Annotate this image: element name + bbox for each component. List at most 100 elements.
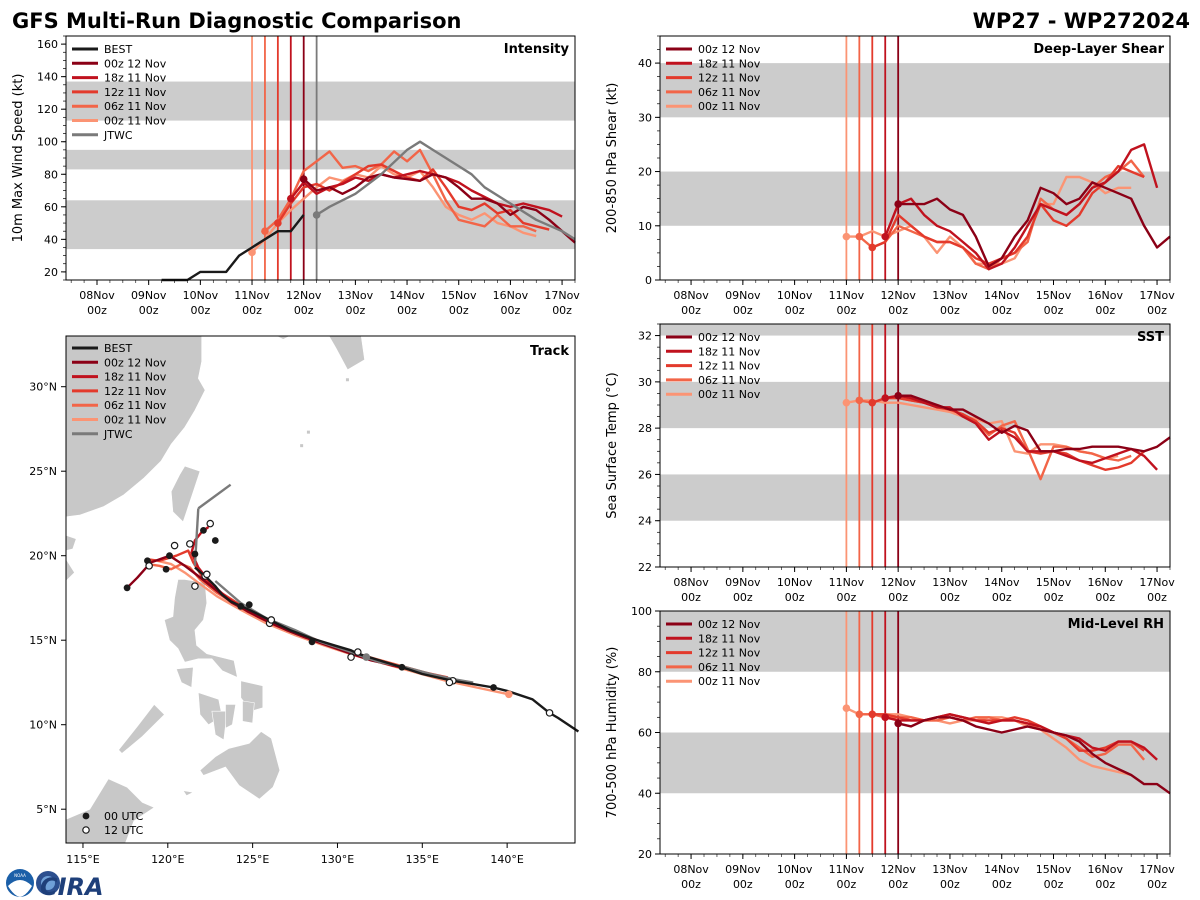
init-marker [312, 211, 321, 219]
x-tick-label: 10Nov [777, 576, 813, 589]
x-tick-label: 00z [1044, 304, 1064, 317]
legend-label: 18z 11 Nov [698, 345, 761, 358]
cebu-island [225, 704, 237, 729]
x-tick-label: 00z [1147, 878, 1167, 891]
init-marker [842, 398, 851, 407]
marker-12utc [445, 678, 454, 687]
x-tick-label: 00z [1095, 304, 1115, 317]
x-tick-label: 135°E [406, 853, 439, 866]
x-tick-label: 00z [785, 304, 805, 317]
x-tick-label: 00z [785, 878, 805, 891]
x-tick-label: 00z [1095, 591, 1115, 604]
x-tick-label: 16Nov [493, 289, 529, 302]
series-line [884, 394, 1158, 471]
legend-label: 00z 11 Nov [698, 100, 761, 113]
x-tick-label: 00z [940, 304, 960, 317]
marker-legend-label: 00 UTC [104, 810, 144, 823]
panel-title: SST [1137, 330, 1164, 345]
palawan-island [118, 703, 165, 754]
series-line [302, 173, 576, 244]
x-tick-label: 00z [139, 304, 159, 317]
threshold-band [660, 732, 1170, 794]
y-tick-label: 60 [44, 201, 58, 214]
y-tick-label: 80 [44, 168, 58, 181]
cira-logo-text: CIRA [40, 873, 104, 900]
init-marker [505, 690, 513, 699]
threshold-band [660, 611, 1170, 672]
init-marker [855, 232, 864, 241]
marker-12utc [545, 709, 554, 717]
legend-label: 06z 11 Nov [698, 86, 761, 99]
x-tick-label: 09Nov [725, 576, 761, 589]
axes-frame [659, 323, 1171, 568]
x-tick-label: 13Nov [932, 576, 968, 589]
x-tick-label: 12Nov [880, 863, 916, 876]
mindanao-island [199, 731, 281, 800]
marker-12utc [206, 519, 215, 528]
x-tick-label: 14Nov [984, 576, 1020, 589]
x-tick-label: 00z [449, 304, 469, 317]
marker-00utc [398, 663, 406, 671]
intensity-panel: 20 40 60 80 100 120 140 160 08Nov 00z 09Nov 00z 10No… [11, 35, 580, 317]
legend-label: 12z 11 Nov [698, 647, 761, 660]
y-tick-label: 60 [638, 727, 652, 740]
x-tick-label: 00z [1147, 591, 1167, 604]
init-marker [868, 243, 877, 252]
x-tick-label: 00z [501, 304, 521, 317]
legend-label: BEST [104, 43, 132, 56]
x-tick-label: 00z [681, 304, 701, 317]
y-tick-label: 30°N [29, 381, 57, 394]
x-tick-label: 120°E [151, 853, 184, 866]
init-marker [855, 710, 864, 719]
marker-legend-12utc [82, 826, 90, 834]
init-marker [286, 194, 295, 203]
threshold-band [660, 63, 1170, 118]
y-tick-label: 40 [44, 233, 58, 246]
series-line [251, 164, 537, 254]
init-marker [299, 175, 308, 183]
leyte-island [242, 700, 255, 724]
legend-label: 06z 11 Nov [698, 661, 761, 674]
y-tick-label: 20 [44, 266, 58, 279]
y-tick-label: 25°N [29, 465, 57, 478]
x-tick-label: 13Nov [932, 289, 968, 302]
legend-label: 00z 12 Nov [698, 43, 761, 56]
x-tick-label: 14Nov [984, 863, 1020, 876]
x-tick-label: 00z [992, 304, 1012, 317]
legend-label: 00z 11 Nov [104, 414, 167, 427]
x-tick-label: 09Nov [725, 863, 761, 876]
y-tick-label: 160 [37, 38, 58, 51]
mindoro-island [175, 666, 194, 688]
marker-00utc [237, 603, 245, 610]
x-tick-label: 00z [87, 304, 107, 317]
x-tick-label: 00z [785, 591, 805, 604]
series-line [161, 214, 305, 282]
x-tick-label: 12Nov [880, 576, 916, 589]
x-tick-label: 00z [837, 304, 857, 317]
threshold-band [660, 474, 1170, 521]
init-marker [894, 719, 902, 728]
init-marker [842, 704, 851, 712]
threshold-band [660, 171, 1170, 226]
init-marker [881, 394, 890, 402]
marker-12utc [203, 570, 211, 579]
legend-label: 00z 12 Nov [104, 356, 167, 369]
init-marker [894, 200, 902, 208]
x-tick-label: 00z [733, 304, 753, 317]
y-tick-label: 24 [638, 515, 652, 528]
series-line [897, 716, 1171, 795]
marker-12utc [186, 540, 194, 548]
y-axis-label: Sea Surface Temp (°C) [605, 372, 620, 519]
legend-label: 00z 12 Nov [104, 57, 167, 70]
panel-title: Deep-Layer Shear [1033, 42, 1164, 57]
x-tick-label: 09Nov [725, 289, 761, 302]
x-tick-label: 15Nov [1036, 289, 1072, 302]
y-tick-label: 30 [638, 111, 652, 124]
shear-panel: 0 10 20 30 40 08Nov 00z 09Nov 00z 10Nov 00z 11Nov 00… [605, 35, 1175, 317]
x-tick-label: 00z [888, 304, 908, 317]
marker-00utc [308, 638, 316, 646]
init-marker [894, 391, 902, 400]
x-tick-label: 11Nov [829, 576, 865, 589]
x-tick-label: 08Nov [673, 576, 709, 589]
